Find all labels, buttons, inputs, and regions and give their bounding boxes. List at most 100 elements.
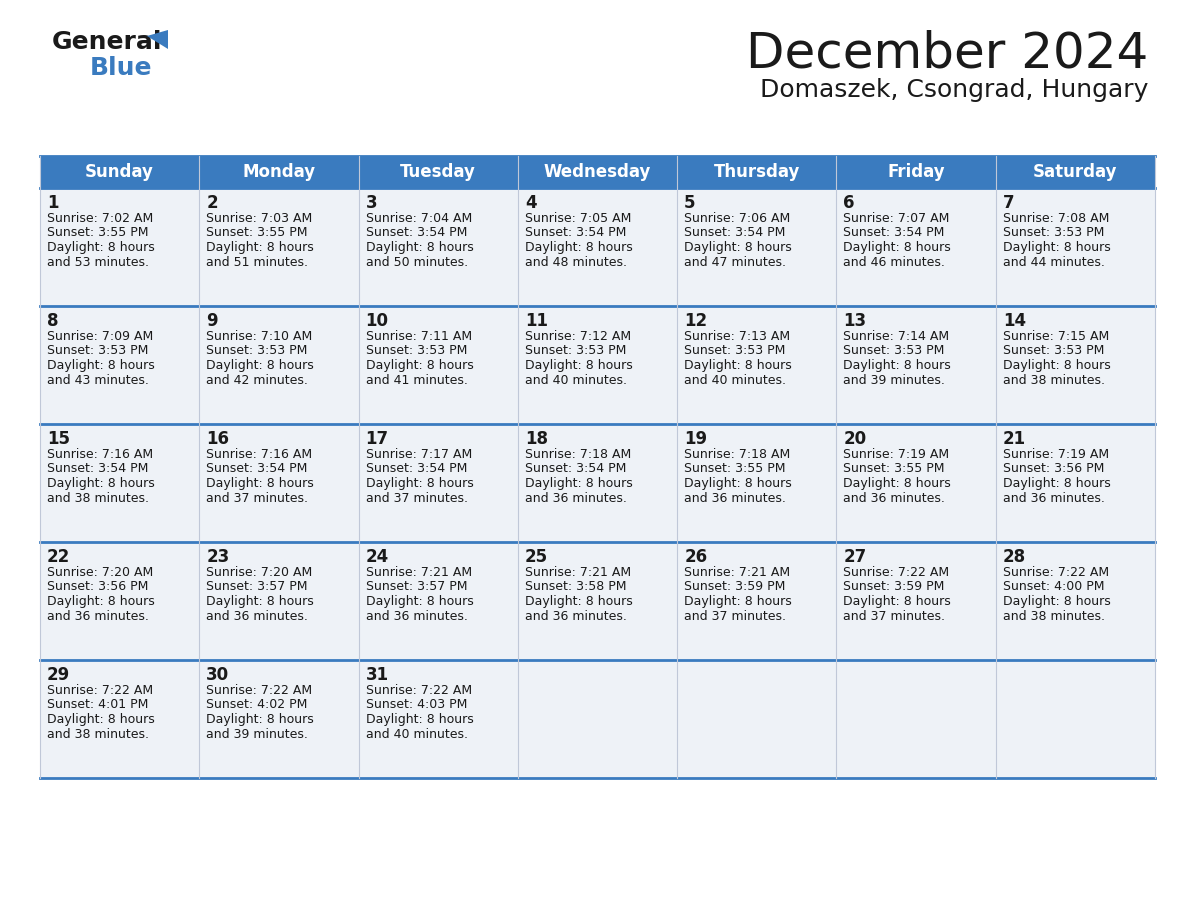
Text: 26: 26: [684, 548, 707, 566]
Text: and 39 minutes.: and 39 minutes.: [843, 374, 946, 386]
Text: Sunrise: 7:19 AM: Sunrise: 7:19 AM: [1003, 448, 1108, 461]
Text: and 46 minutes.: and 46 minutes.: [843, 255, 946, 268]
Text: Daylight: 8 hours: Daylight: 8 hours: [207, 241, 314, 254]
Text: Sunset: 3:53 PM: Sunset: 3:53 PM: [1003, 344, 1104, 357]
Text: Daylight: 8 hours: Daylight: 8 hours: [1003, 241, 1111, 254]
Text: and 37 minutes.: and 37 minutes.: [207, 491, 308, 505]
Text: Daylight: 8 hours: Daylight: 8 hours: [207, 359, 314, 372]
Text: and 51 minutes.: and 51 minutes.: [207, 255, 308, 268]
Text: 20: 20: [843, 430, 866, 448]
Text: 13: 13: [843, 312, 866, 330]
Text: Sunset: 3:53 PM: Sunset: 3:53 PM: [366, 344, 467, 357]
Text: and 36 minutes.: and 36 minutes.: [684, 491, 786, 505]
Text: Sunrise: 7:05 AM: Sunrise: 7:05 AM: [525, 212, 631, 225]
Text: Sunrise: 7:16 AM: Sunrise: 7:16 AM: [48, 448, 153, 461]
Text: Daylight: 8 hours: Daylight: 8 hours: [48, 359, 154, 372]
Text: Daylight: 8 hours: Daylight: 8 hours: [207, 595, 314, 608]
Text: Daylight: 8 hours: Daylight: 8 hours: [843, 595, 952, 608]
Text: and 40 minutes.: and 40 minutes.: [366, 727, 468, 741]
Text: Sunset: 3:54 PM: Sunset: 3:54 PM: [525, 463, 626, 476]
Text: Sunset: 3:55 PM: Sunset: 3:55 PM: [684, 463, 785, 476]
Text: and 38 minutes.: and 38 minutes.: [1003, 374, 1105, 386]
Text: Daylight: 8 hours: Daylight: 8 hours: [684, 477, 792, 490]
Text: 19: 19: [684, 430, 707, 448]
Text: 16: 16: [207, 430, 229, 448]
Text: Sunset: 3:54 PM: Sunset: 3:54 PM: [366, 463, 467, 476]
Text: 25: 25: [525, 548, 548, 566]
Text: Daylight: 8 hours: Daylight: 8 hours: [366, 477, 473, 490]
Text: Sunrise: 7:21 AM: Sunrise: 7:21 AM: [525, 566, 631, 579]
Text: Sunrise: 7:21 AM: Sunrise: 7:21 AM: [684, 566, 790, 579]
Text: and 43 minutes.: and 43 minutes.: [48, 374, 148, 386]
Text: Daylight: 8 hours: Daylight: 8 hours: [843, 241, 952, 254]
Text: 9: 9: [207, 312, 217, 330]
Text: Sunrise: 7:19 AM: Sunrise: 7:19 AM: [843, 448, 949, 461]
Text: Tuesday: Tuesday: [400, 163, 476, 181]
Text: and 41 minutes.: and 41 minutes.: [366, 374, 467, 386]
Text: and 53 minutes.: and 53 minutes.: [48, 255, 148, 268]
Text: Sunset: 3:53 PM: Sunset: 3:53 PM: [525, 344, 626, 357]
Bar: [40, 660, 1155, 778]
Text: Sunset: 3:55 PM: Sunset: 3:55 PM: [48, 227, 148, 240]
Text: Sunrise: 7:08 AM: Sunrise: 7:08 AM: [1003, 212, 1110, 225]
Text: Wednesday: Wednesday: [544, 163, 651, 181]
Text: Sunrise: 7:16 AM: Sunrise: 7:16 AM: [207, 448, 312, 461]
Text: Daylight: 8 hours: Daylight: 8 hours: [366, 359, 473, 372]
Text: and 42 minutes.: and 42 minutes.: [207, 374, 308, 386]
Text: 3: 3: [366, 194, 378, 212]
Text: Sunset: 3:57 PM: Sunset: 3:57 PM: [207, 580, 308, 594]
Text: 18: 18: [525, 430, 548, 448]
Text: and 36 minutes.: and 36 minutes.: [1003, 491, 1105, 505]
Text: 22: 22: [48, 548, 70, 566]
Text: Daylight: 8 hours: Daylight: 8 hours: [525, 477, 632, 490]
Text: 1: 1: [48, 194, 58, 212]
Text: Sunset: 3:56 PM: Sunset: 3:56 PM: [1003, 463, 1104, 476]
Text: and 37 minutes.: and 37 minutes.: [843, 610, 946, 622]
Text: Sunset: 3:54 PM: Sunset: 3:54 PM: [684, 227, 785, 240]
Text: 7: 7: [1003, 194, 1015, 212]
Text: and 37 minutes.: and 37 minutes.: [684, 610, 786, 622]
Text: Sunrise: 7:18 AM: Sunrise: 7:18 AM: [684, 448, 790, 461]
Text: Daylight: 8 hours: Daylight: 8 hours: [843, 359, 952, 372]
Bar: [40, 542, 1155, 660]
Text: Daylight: 8 hours: Daylight: 8 hours: [48, 595, 154, 608]
Text: 17: 17: [366, 430, 388, 448]
Text: 23: 23: [207, 548, 229, 566]
Text: Sunrise: 7:17 AM: Sunrise: 7:17 AM: [366, 448, 472, 461]
Text: and 36 minutes.: and 36 minutes.: [48, 610, 148, 622]
Text: Sunrise: 7:13 AM: Sunrise: 7:13 AM: [684, 330, 790, 343]
Text: Sunrise: 7:14 AM: Sunrise: 7:14 AM: [843, 330, 949, 343]
Text: Daylight: 8 hours: Daylight: 8 hours: [525, 595, 632, 608]
Text: Daylight: 8 hours: Daylight: 8 hours: [366, 595, 473, 608]
Text: and 38 minutes.: and 38 minutes.: [48, 491, 148, 505]
Text: Sunrise: 7:22 AM: Sunrise: 7:22 AM: [207, 684, 312, 697]
Text: 27: 27: [843, 548, 867, 566]
Text: 10: 10: [366, 312, 388, 330]
Text: Daylight: 8 hours: Daylight: 8 hours: [207, 713, 314, 726]
Text: and 36 minutes.: and 36 minutes.: [525, 610, 627, 622]
Text: 6: 6: [843, 194, 855, 212]
Text: Thursday: Thursday: [714, 163, 800, 181]
Text: Sunset: 3:54 PM: Sunset: 3:54 PM: [48, 463, 148, 476]
Text: Sunrise: 7:09 AM: Sunrise: 7:09 AM: [48, 330, 153, 343]
Bar: [40, 306, 1155, 424]
Text: December 2024: December 2024: [746, 30, 1148, 78]
Text: Sunset: 3:53 PM: Sunset: 3:53 PM: [48, 344, 148, 357]
Text: Daylight: 8 hours: Daylight: 8 hours: [48, 241, 154, 254]
Text: Sunrise: 7:06 AM: Sunrise: 7:06 AM: [684, 212, 790, 225]
Text: Sunrise: 7:11 AM: Sunrise: 7:11 AM: [366, 330, 472, 343]
Text: Daylight: 8 hours: Daylight: 8 hours: [48, 713, 154, 726]
Text: Sunset: 4:01 PM: Sunset: 4:01 PM: [48, 699, 148, 711]
Text: Sunset: 3:53 PM: Sunset: 3:53 PM: [207, 344, 308, 357]
Text: Daylight: 8 hours: Daylight: 8 hours: [48, 477, 154, 490]
Text: Daylight: 8 hours: Daylight: 8 hours: [684, 359, 792, 372]
Text: Sunrise: 7:04 AM: Sunrise: 7:04 AM: [366, 212, 472, 225]
Text: Monday: Monday: [242, 163, 316, 181]
Text: and 36 minutes.: and 36 minutes.: [207, 610, 308, 622]
Bar: [40, 424, 1155, 542]
Text: Sunset: 3:53 PM: Sunset: 3:53 PM: [1003, 227, 1104, 240]
Text: Sunrise: 7:20 AM: Sunrise: 7:20 AM: [207, 566, 312, 579]
Polygon shape: [147, 30, 168, 49]
Text: 11: 11: [525, 312, 548, 330]
Text: Sunset: 3:54 PM: Sunset: 3:54 PM: [843, 227, 944, 240]
